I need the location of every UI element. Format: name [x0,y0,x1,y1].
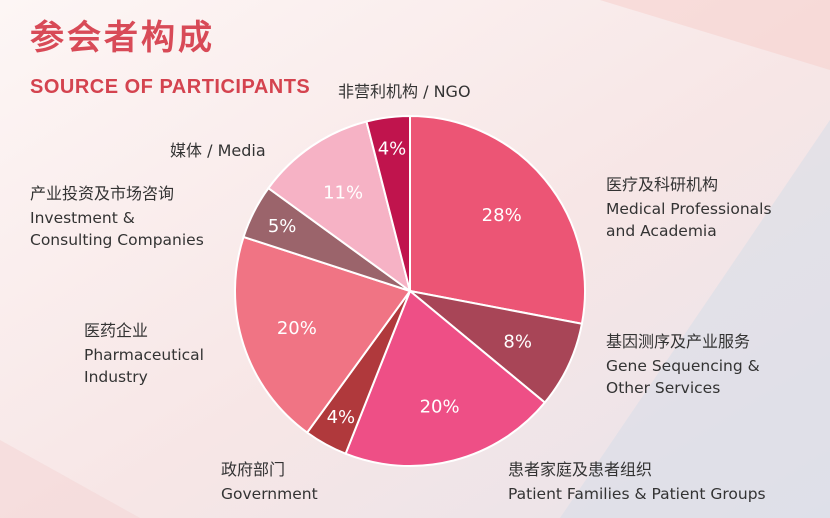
page-title: 参会者构成 [30,18,215,58]
pie-slice-4 [234,235,412,434]
label-gene-sequencing: 基因测序及产业服务 Gene Sequencing & Other Servic… [606,332,760,397]
label-medical: 医疗及科研机构 Medical Professionals and Academ… [606,175,772,240]
pie-value-label-3: 4% [327,407,356,428]
pie-value-label-1: 8% [503,332,532,353]
pie-value-label-4: 20% [277,318,317,339]
label-media: 媒体 / Media [170,141,266,160]
label-patient: 患者家庭及患者组织 Patient Families & Patient Gro… [508,460,766,503]
label-government: 政府部门 Government [221,460,318,503]
pie-value-label-2: 20% [420,396,460,417]
pie-slice-6 [267,120,412,294]
pie-value-label-7: 4% [378,139,407,160]
pie-slice-2 [344,289,547,467]
pie-value-label-0: 28% [482,205,522,226]
pie-value-label-6: 11% [323,183,363,204]
pie-value-label-5: 5% [268,216,297,237]
label-pharma: 医药企业 Pharmaceutical Industry [84,321,204,386]
page-subtitle: SOURCE OF PARTICIPANTS [30,76,311,98]
label-ngo: 非营利机构 / NGO [338,82,471,101]
pie-slice-7 [365,114,411,292]
pie-slice-0 [409,114,586,325]
label-investment: 产业投资及市场咨询 Investment & Consulting Compan… [30,184,204,249]
